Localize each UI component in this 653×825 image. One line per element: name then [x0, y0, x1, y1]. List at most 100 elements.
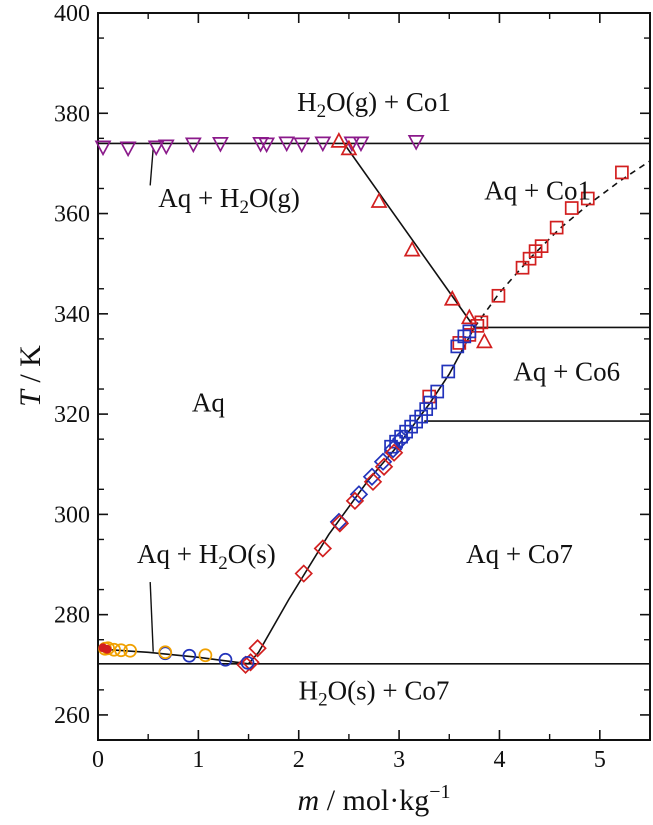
marker-diamond-5-6 — [345, 491, 365, 511]
marker-diamond-4-3 — [373, 452, 393, 471]
marker-square-2-10 — [549, 220, 564, 235]
region-label-text-rest: O(s) — [228, 539, 276, 569]
marker-triangle-down-0-8 — [278, 136, 296, 153]
x-axis-dot: · — [389, 784, 399, 817]
region-label-6: Aq + Co7 — [466, 539, 573, 569]
marker-circle-6-3 — [240, 655, 255, 670]
marker-diamond-5-3 — [294, 564, 313, 583]
marker-circle-7-6 — [198, 648, 213, 663]
marker-triangle-down-0-10 — [314, 136, 332, 153]
boundary-line-5 — [97, 648, 249, 665]
marker-circle-6-2 — [218, 652, 233, 667]
y-axis-unit: / K — [14, 345, 47, 390]
data-markers — [94, 132, 629, 674]
y-tick-label-2: 300 — [54, 502, 90, 528]
region-label-text-rest: O(s) + Co7 — [328, 675, 450, 705]
marker-triangle-up-1-6 — [475, 332, 493, 349]
region-label-text: Aq + Co7 — [466, 539, 573, 569]
marker-triangle-up-1-3 — [403, 240, 421, 257]
marker-square-3-9 — [430, 384, 445, 399]
x-tick-label-1: 1 — [192, 747, 204, 773]
x-axis-exponent: −1 — [429, 781, 450, 803]
marker-diamond-4-5 — [391, 429, 411, 449]
region-label-text: Aq + Co1 — [484, 176, 591, 206]
marker-triangle-down-0-7 — [258, 137, 276, 154]
y-axis-title: T / K — [14, 345, 47, 407]
leader-line-0 — [149, 148, 154, 186]
x-axis-unit: mol — [343, 784, 390, 817]
marker-triangle-down-0-9 — [293, 137, 311, 154]
x-axis-title: m / mol·kg−1 — [298, 781, 451, 817]
leader-line-1 — [149, 582, 154, 652]
marker-triangle-down-0-0 — [94, 140, 112, 157]
region-label-5: Aq + H2O(s) — [137, 539, 276, 574]
region-label-text-rest: O(g) + Co1 — [326, 87, 451, 117]
marker-square-3-12 — [457, 329, 472, 344]
marker-triangle-down-0-1 — [119, 141, 137, 158]
marker-square-2-4 — [474, 315, 489, 330]
boundary-line-1 — [343, 142, 476, 328]
marker-triangle-up-1-5 — [460, 308, 478, 325]
marker-square-3-5 — [409, 414, 424, 429]
y-tick-label-6: 380 — [54, 101, 90, 127]
y-axis-symbol: T — [14, 388, 47, 407]
marker-square-2-12 — [580, 191, 595, 206]
x-tick-label-3: 3 — [393, 747, 405, 773]
marker-triangle-up-1-0 — [330, 132, 348, 148]
x-axis-separator: / — [319, 784, 342, 817]
x-tick-label-0: 0 — [92, 747, 104, 773]
marker-triangle-down-0-2 — [147, 140, 165, 157]
x-tick-label-4: 4 — [493, 747, 505, 773]
marker-square-2-9 — [534, 239, 549, 253]
marker-square-3-11 — [450, 339, 465, 354]
x-axis-unit2: kg — [399, 784, 429, 817]
marker-diamond-5-4 — [313, 539, 333, 558]
region-label-subscript: 2 — [239, 197, 249, 218]
region-label-subscript: 2 — [218, 553, 228, 574]
marker-diamond-5-2 — [248, 639, 267, 658]
axis-ticks: 0 1 2 3 4 5 260 280 300 320 340 360 380 400 — [54, 1, 650, 773]
y-tick-label-0: 260 — [54, 703, 90, 729]
marker-triangle-up-1-4 — [443, 289, 461, 306]
x-tick-label-5: 5 — [594, 747, 606, 773]
region-label-2: Aq + Co1 — [484, 176, 591, 206]
marker-circle-7-3 — [114, 643, 128, 658]
y-tick-label-5: 360 — [54, 202, 90, 228]
region-label-3: Aq + Co6 — [513, 357, 620, 387]
region-label-7: H2O(s) + Co7 — [299, 675, 450, 710]
marker-triangle-up-1-2 — [370, 192, 388, 208]
marker-square-3-4 — [404, 419, 418, 434]
boundary-line-6 — [247, 327, 476, 665]
y-tick-label-3: 320 — [54, 402, 90, 428]
marker-circle-6-1 — [182, 648, 197, 663]
marker-square-2-13 — [615, 165, 629, 180]
marker-diamond-4-2 — [362, 467, 382, 486]
marker-square-2-5 — [491, 288, 506, 303]
marker-diamond-5-0 — [236, 655, 255, 674]
marker-diamond-5-5 — [330, 514, 350, 533]
label-leaders — [149, 148, 154, 652]
region-label-text: Aq — [192, 388, 225, 418]
marker-diamond-5-7 — [363, 472, 383, 491]
region-label-text: Aq + H — [158, 183, 239, 213]
marker-triangle-down-0-5 — [212, 137, 229, 153]
region-label-subscript: 2 — [318, 689, 328, 710]
phase-boundaries — [97, 142, 651, 665]
y-tick-label-7: 400 — [54, 1, 90, 27]
region-label-1: Aq + H2O(g) — [158, 183, 300, 218]
marker-triangle-up-1-1 — [340, 139, 358, 156]
region-label-0: H2O(g) + Co1 — [297, 87, 451, 122]
marker-triangle-down-0-13 — [407, 135, 425, 151]
marker-circle-7-5 — [158, 645, 173, 660]
marker-square-2-11 — [564, 201, 579, 215]
plot-frame — [97, 12, 651, 741]
region-label-subscript: 2 — [317, 101, 327, 122]
marker-triangle-down-0-4 — [184, 137, 202, 154]
marker-square-3-13 — [462, 324, 477, 339]
marker-square-3-8 — [423, 395, 438, 410]
region-label-text: H — [299, 675, 319, 705]
y-tick-label-1: 280 — [54, 603, 90, 629]
x-tick-label-2: 2 — [293, 747, 305, 773]
marker-triangle-down-0-12 — [352, 136, 370, 153]
